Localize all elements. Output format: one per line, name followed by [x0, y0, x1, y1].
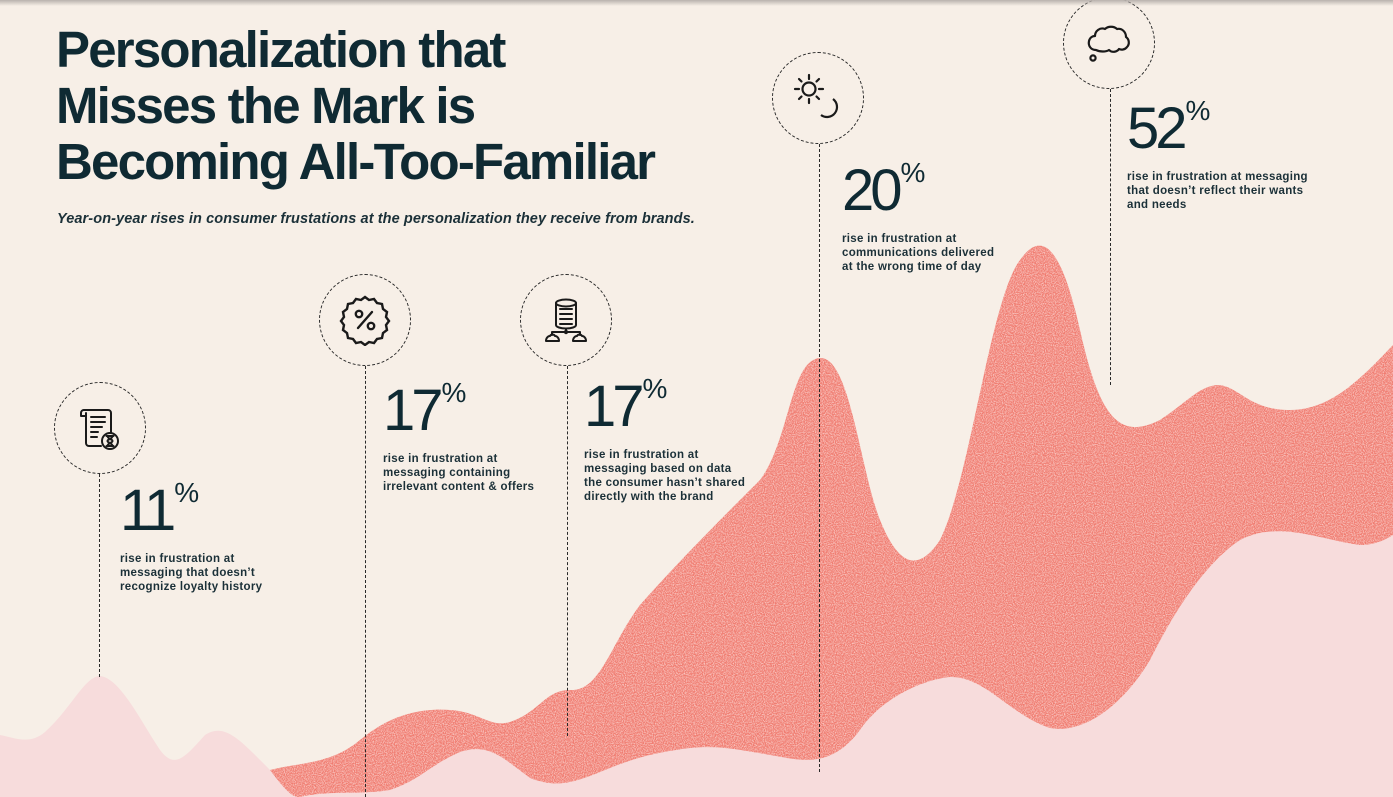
- pink-wave-right: [280, 531, 1393, 797]
- stat-3-icon-ring: [520, 274, 612, 366]
- stat-4: 20% rise in frustration at communications…: [842, 157, 995, 274]
- stat-5-value: 52%: [1127, 95, 1211, 161]
- thought-cloud-icon: [1087, 25, 1130, 62]
- page-title: Personalization that Misses the Mark is …: [56, 21, 656, 190]
- coral-wave: [270, 245, 1393, 797]
- stat-3: 17% rise in frustration at messaging base…: [584, 373, 746, 504]
- stat-2-value: 17%: [383, 377, 467, 443]
- stat-5-description: rise in frustration at messaging that doe…: [1127, 171, 1308, 211]
- title-line-1: Personalization that: [56, 21, 506, 78]
- page-subtitle: Year-on-year rises in consumer frustatio…: [57, 211, 695, 227]
- stat-5-leader-line: [1110, 89, 1111, 385]
- percent-badge-icon: [339, 295, 391, 346]
- pink-wave-left: [0, 676, 300, 797]
- stat-1-icon-ring: [54, 382, 146, 474]
- stat-1-leader-line: [99, 474, 100, 677]
- title-line-2: Misses the Mark is: [56, 77, 476, 134]
- sun-moon-icon: [793, 73, 839, 119]
- title-line-3: Becoming All-Too-Familiar: [56, 133, 656, 190]
- stat-4-description: rise in frustration at communications del…: [842, 233, 995, 273]
- stat-5: 52% rise in frustration at messaging that…: [1127, 95, 1308, 212]
- stat-2-icon-ring: [319, 274, 411, 366]
- stat-1-description: rise in frustration at messaging that doe…: [120, 553, 263, 593]
- stat-3-description: rise in frustration at messaging based on…: [584, 449, 746, 503]
- stat-1-value: 11%: [120, 477, 200, 543]
- stat-4-leader-line: [819, 144, 820, 772]
- stat-2: 17% rise in frustration at messaging cont…: [383, 377, 535, 494]
- database-network-icon: [545, 298, 587, 342]
- top-edge-shadow: [0, 0, 1393, 6]
- stat-3-leader-line: [567, 366, 568, 736]
- stat-4-value: 20%: [842, 157, 926, 223]
- stat-5-icon-ring: [1063, 0, 1155, 89]
- stat-3-value: 17%: [584, 373, 668, 439]
- stat-1: 11% rise in frustration at messaging that…: [120, 477, 263, 594]
- stat-4-icon-ring: [772, 52, 864, 144]
- stat-2-description: rise in frustration at messaging containi…: [383, 453, 535, 493]
- scroll-hourglass-icon: [80, 409, 119, 450]
- stat-2-leader-line: [365, 366, 366, 797]
